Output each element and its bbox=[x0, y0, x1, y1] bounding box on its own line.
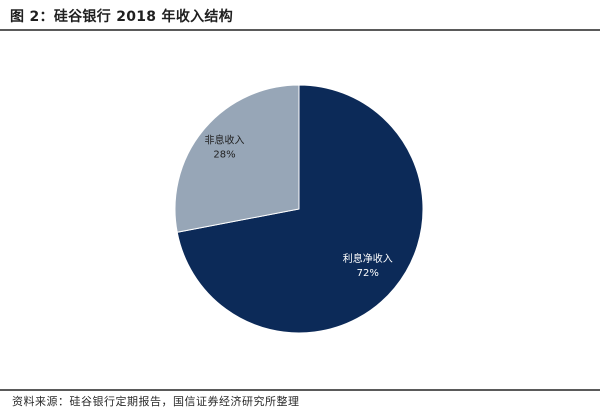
pie-slices bbox=[174, 84, 424, 334]
slice-value-label-1: 72% bbox=[357, 268, 379, 279]
pie-labels: 利息净收入 72% 非息收入 28% bbox=[205, 133, 393, 279]
pie-slice-2 bbox=[174, 84, 300, 233]
slice-name-label-1: 利息净收入 bbox=[343, 252, 393, 265]
footer-divider bbox=[0, 389, 600, 391]
slice-name-label-2: 非息收入 bbox=[205, 133, 245, 146]
slice-value-label-2: 28% bbox=[213, 149, 235, 160]
title-divider bbox=[0, 29, 600, 31]
figure-title: 图 2：硅谷银行 2018 年收入结构 bbox=[10, 9, 234, 25]
source-note: 资料来源：硅谷银行定期报告，国信证券经济研究所整理 bbox=[12, 395, 300, 408]
pie-slice-1 bbox=[176, 84, 424, 334]
